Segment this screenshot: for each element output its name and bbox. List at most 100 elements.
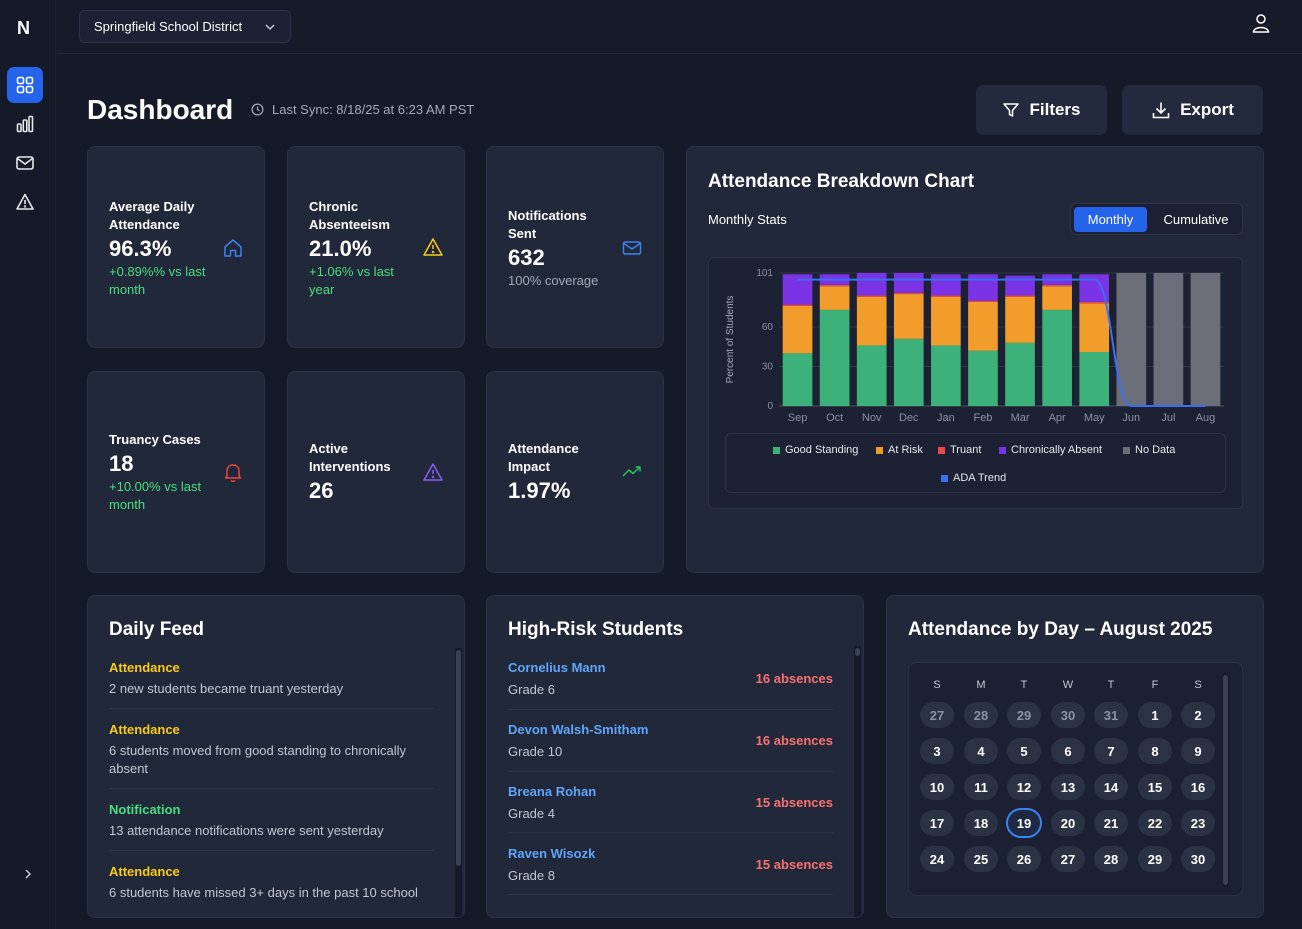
legend-good-standing[interactable]: Good Standing: [773, 444, 858, 456]
feed-category: Notification: [109, 802, 181, 817]
x-tick-label: Apr: [1049, 412, 1066, 424]
student-name[interactable]: Raven Wisozk: [508, 846, 596, 861]
user-icon[interactable]: [1252, 13, 1270, 33]
calendar-grid: S M T W T F S 27 28 29 30 31 1 2 3 4 5 6 7 8 9 10 11 12 13 14 15 16…: [908, 662, 1243, 896]
calendar-day[interactable]: 10: [920, 774, 954, 800]
bar-segment-good-standing: [968, 350, 998, 406]
feed-text: 6 students moved from good standing to c…: [109, 743, 407, 776]
calendar-day[interactable]: 22: [1138, 810, 1172, 836]
calendar-day[interactable]: 2: [1181, 702, 1215, 728]
bar-segment-at-risk: [931, 296, 961, 346]
calendar-day[interactable]: 12: [1007, 774, 1041, 800]
attendance-breakdown-card: Attendance Breakdown Chart Monthly Stats…: [686, 146, 1264, 573]
nav-reports[interactable]: [7, 106, 43, 142]
calendar-day[interactable]: 6: [1051, 738, 1085, 764]
stat-value: 96.3%: [109, 236, 172, 261]
daily-feed-card: Daily Feed Attendance 2 new students bec…: [87, 595, 465, 918]
legend-swatch: [941, 474, 948, 482]
calendar-day[interactable]: 3: [920, 738, 954, 764]
y-tick-label: 101: [756, 268, 773, 279]
legend-swatch: [1123, 446, 1130, 454]
toggle-monthly[interactable]: Monthly: [1074, 207, 1147, 232]
bar-segment-at-risk: [893, 294, 924, 339]
legend-no-data[interactable]: No Data: [1123, 444, 1175, 456]
calendar-day[interactable]: 15: [1138, 774, 1172, 800]
calendar-day[interactable]: 21: [1094, 810, 1128, 836]
calendar-day-today[interactable]: 19: [1006, 808, 1042, 838]
calendar-day[interactable]: 25: [964, 846, 998, 872]
calendar-day[interactable]: 8: [1138, 738, 1172, 764]
students-scrollbar[interactable]: [855, 648, 860, 656]
student-row[interactable]: Devon Walsh-Smitham Grade 10 16 absences: [508, 722, 833, 772]
x-tick-label: May: [1084, 412, 1105, 424]
calendar-day[interactable]: 30: [1051, 702, 1085, 728]
feed-item[interactable]: Attendance 6 students have missed 3+ day…: [109, 863, 434, 902]
calendar-day[interactable]: 23: [1181, 810, 1215, 836]
bar-segment-truant: [893, 292, 924, 295]
calendar-day[interactable]: 4: [964, 738, 998, 764]
student-grade: Grade 10: [508, 744, 563, 759]
district-select[interactable]: Springfield School District: [79, 10, 291, 43]
student-row[interactable]: Raven Wisozk Grade 8 15 absences: [508, 846, 833, 896]
calendar-day[interactable]: 27: [920, 702, 954, 728]
feed-item[interactable]: Attendance 6 students moved from good st…: [109, 721, 434, 778]
calendar-day[interactable]: 29: [1007, 702, 1041, 728]
stat-value: 26: [309, 478, 334, 503]
calendar-day[interactable]: 28: [964, 702, 998, 728]
chart-legend: Good Standing At Risk Truant Chronically…: [725, 433, 1226, 493]
export-button[interactable]: Export: [1122, 85, 1263, 135]
student-name[interactable]: Cornelius Mann: [508, 660, 606, 675]
filters-button[interactable]: Filters: [976, 85, 1107, 135]
calendar-day[interactable]: 1: [1138, 702, 1172, 728]
calendar-day[interactable]: 11: [964, 774, 998, 800]
legend-ada-trend[interactable]: ADA Trend: [941, 472, 1006, 484]
student-name[interactable]: Breana Rohan: [508, 784, 597, 799]
calendar-day[interactable]: 7: [1094, 738, 1128, 764]
calendar-day[interactable]: 28: [1094, 846, 1128, 872]
student-name[interactable]: Devon Walsh-Smitham: [508, 722, 649, 737]
calendar-day[interactable]: 29: [1138, 846, 1172, 872]
calendar-day[interactable]: 24: [920, 846, 954, 872]
sidebar-expand-button[interactable]: [18, 864, 38, 884]
bar-segment-at-risk: [782, 305, 813, 354]
calendar-day[interactable]: 5: [1007, 738, 1041, 764]
calendar-day[interactable]: 17: [920, 810, 954, 836]
stat-change: +0.89%% vs last month: [109, 264, 206, 297]
calendar-day[interactable]: 13: [1051, 774, 1085, 800]
calendar-day[interactable]: 30: [1181, 846, 1215, 872]
student-row[interactable]: Cornelius Mann Grade 6 16 absences: [508, 660, 833, 710]
x-tick-label: Feb: [973, 412, 992, 424]
calendar-scrollbar[interactable]: [1223, 675, 1228, 885]
legend-at-risk[interactable]: At Risk: [876, 444, 923, 456]
stat-card-interventions: Active Interventions 26: [287, 371, 465, 573]
nav-alerts[interactable]: [7, 184, 43, 220]
divider: [508, 894, 833, 895]
toggle-cumulative[interactable]: Cumulative: [1163, 212, 1229, 227]
feed-item[interactable]: Notification 13 attendance notifications…: [109, 801, 434, 840]
calendar-day[interactable]: 9: [1181, 738, 1215, 764]
feed-item[interactable]: Attendance 2 new students became truant …: [109, 659, 434, 698]
legend-truant[interactable]: Truant: [938, 444, 981, 456]
stat-value: 21.0%: [309, 236, 372, 261]
feed-scrollbar[interactable]: [456, 650, 461, 866]
feed-category: Attendance: [109, 660, 180, 675]
calendar-day[interactable]: 16: [1181, 774, 1215, 800]
bar-segment-good-standing: [782, 353, 813, 406]
calendar-day[interactable]: 20: [1051, 810, 1085, 836]
legend-chronically-absent[interactable]: Chronically Absent: [999, 444, 1102, 456]
app-logo: N: [17, 18, 30, 38]
bar-segment-no-data: [1153, 273, 1184, 406]
last-sync: Last Sync: 8/18/25 at 6:23 AM PST: [251, 102, 474, 117]
stat-card-notifications: Notifications Sent 632 100% coverage: [486, 146, 664, 348]
calendar-day[interactable]: 18: [964, 810, 998, 836]
panel-title: Daily Feed: [109, 619, 205, 640]
calendar-day[interactable]: 14: [1094, 774, 1128, 800]
nav-messages[interactable]: [7, 145, 43, 181]
bar-segment-at-risk: [1005, 296, 1035, 343]
calendar-day[interactable]: 31: [1094, 702, 1128, 728]
calendar-day[interactable]: 26: [1007, 846, 1041, 872]
nav-dashboard[interactable]: [7, 67, 43, 103]
bar-segment-at-risk: [1079, 303, 1110, 353]
student-row[interactable]: Breana Rohan Grade 4 15 absences: [508, 784, 833, 834]
calendar-day[interactable]: 27: [1051, 846, 1085, 872]
